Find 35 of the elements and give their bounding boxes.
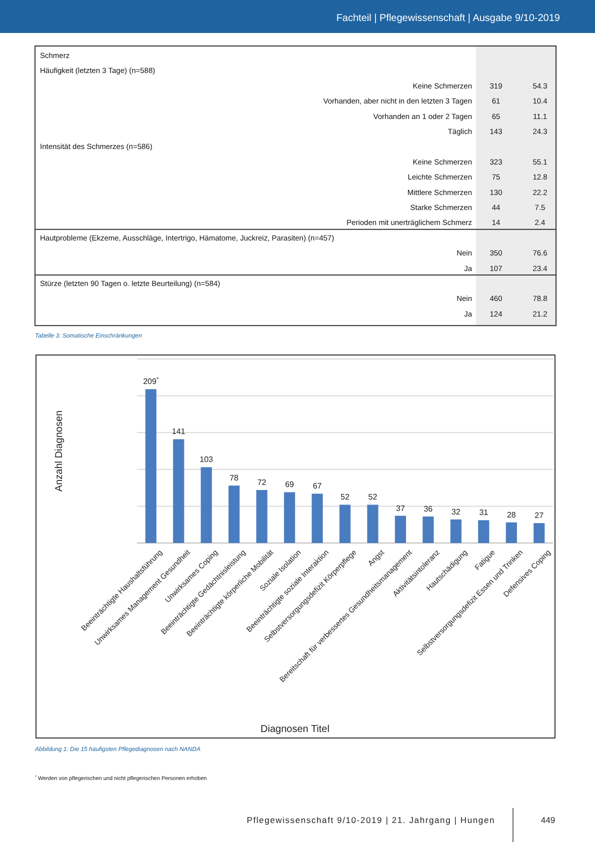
bar [450,519,462,543]
text: Fachteil | Pflegewissenschaft | Ausgabe 9/10-2019 [336,13,560,24]
text: 449 [540,815,556,825]
data-label: 52 [368,492,378,502]
data-label: 72 [257,478,267,488]
data-label: 103 [200,455,214,464]
bar [394,516,406,543]
bar [228,486,240,543]
data-label: 78 [230,474,240,483]
data-label: 209$^{*}$ [143,377,160,386]
data-label: 67 [312,482,322,491]
data-label: 37 [396,504,406,513]
data-label: 27 [534,511,544,520]
text: Pflegewissenschaft 9/10-2019 | 21. Jahrgang | Hungen [246,815,495,825]
bar [312,494,323,543]
bar [367,504,378,543]
data-label: 32 [451,507,461,516]
data-label: 141 [172,427,186,436]
data-label: 69 [285,480,295,490]
bar [256,490,268,543]
data-label: 36 [424,504,434,514]
bar [200,467,212,543]
data-label: 31 [479,508,489,518]
y-axis-title: Anzahl Diagnosen [54,410,65,492]
bar [422,516,434,543]
bar [339,504,351,543]
data-label: 52 [340,492,350,502]
bar [478,520,490,543]
data-label: 28 [506,510,516,520]
bar [534,523,545,543]
bar [284,492,296,543]
bar [145,389,156,543]
bar [173,439,184,543]
bar [506,522,517,543]
x-axis-title: Diagnosen Titel [260,724,330,735]
